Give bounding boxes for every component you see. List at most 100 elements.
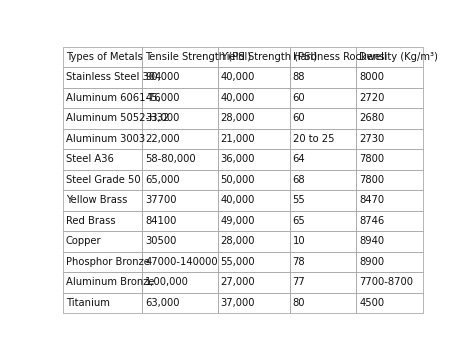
Text: 63,000: 63,000 — [145, 298, 180, 308]
Bar — [63, 67, 142, 88]
Bar — [142, 47, 218, 67]
Bar — [142, 272, 218, 293]
Bar — [356, 129, 423, 149]
Text: 8470: 8470 — [359, 196, 384, 206]
Bar — [142, 252, 218, 272]
Bar — [356, 47, 423, 67]
Text: 22,000: 22,000 — [145, 134, 180, 144]
Bar — [142, 293, 218, 313]
Text: 45,000: 45,000 — [145, 93, 180, 103]
Text: Yellow Brass: Yellow Brass — [66, 196, 127, 206]
Text: 37,000: 37,000 — [221, 298, 255, 308]
Bar — [356, 108, 423, 129]
Text: 8940: 8940 — [359, 236, 384, 246]
Bar — [218, 190, 290, 211]
Text: 20 to 25: 20 to 25 — [292, 134, 334, 144]
Bar — [218, 149, 290, 170]
Text: 49,000: 49,000 — [221, 216, 255, 226]
Text: Aluminum 6061-T6: Aluminum 6061-T6 — [66, 93, 161, 103]
Text: 28,000: 28,000 — [221, 236, 255, 246]
Bar — [63, 47, 142, 67]
Text: 7800: 7800 — [359, 175, 384, 185]
Text: 90,000: 90,000 — [145, 72, 180, 82]
Bar — [142, 108, 218, 129]
Bar — [290, 272, 356, 293]
Text: 8746: 8746 — [359, 216, 384, 226]
Text: 40,000: 40,000 — [221, 72, 255, 82]
Text: 2680: 2680 — [359, 114, 384, 124]
Bar — [290, 293, 356, 313]
Text: 60: 60 — [292, 114, 305, 124]
Bar — [290, 47, 356, 67]
Bar — [63, 170, 142, 190]
Text: Hardness Rockwell: Hardness Rockwell — [292, 52, 386, 62]
Text: 55: 55 — [292, 196, 305, 206]
Bar — [218, 67, 290, 88]
Text: 47000-140000: 47000-140000 — [145, 257, 218, 267]
Text: Tensile Strength (PSI): Tensile Strength (PSI) — [145, 52, 251, 62]
Bar — [290, 88, 356, 108]
Bar — [356, 211, 423, 231]
Bar — [218, 252, 290, 272]
Bar — [356, 149, 423, 170]
Text: 2720: 2720 — [359, 93, 384, 103]
Bar — [356, 293, 423, 313]
Bar — [356, 190, 423, 211]
Bar — [356, 88, 423, 108]
Text: 36,000: 36,000 — [221, 154, 255, 164]
Bar — [218, 272, 290, 293]
Text: 65: 65 — [292, 216, 305, 226]
Text: 58-80,000: 58-80,000 — [145, 154, 196, 164]
Bar — [218, 129, 290, 149]
Bar — [63, 252, 142, 272]
Bar — [356, 272, 423, 293]
Bar — [290, 231, 356, 252]
Text: 80: 80 — [292, 298, 305, 308]
Text: Aluminum Bronze: Aluminum Bronze — [66, 278, 155, 288]
Text: 88: 88 — [292, 72, 305, 82]
Text: 7700-8700: 7700-8700 — [359, 278, 413, 288]
Text: Red Brass: Red Brass — [66, 216, 116, 226]
Bar — [218, 231, 290, 252]
Text: 4500: 4500 — [359, 298, 384, 308]
Bar — [142, 170, 218, 190]
Bar — [63, 108, 142, 129]
Text: Steel A36: Steel A36 — [66, 154, 114, 164]
Bar — [63, 231, 142, 252]
Bar — [142, 211, 218, 231]
Text: 27,000: 27,000 — [221, 278, 255, 288]
Bar — [218, 211, 290, 231]
Bar — [290, 170, 356, 190]
Text: 65,000: 65,000 — [145, 175, 180, 185]
Text: 1,00,000: 1,00,000 — [145, 278, 189, 288]
Text: 68: 68 — [292, 175, 305, 185]
Text: Titanium: Titanium — [66, 298, 110, 308]
Text: 7800: 7800 — [359, 154, 384, 164]
Text: Steel Grade 50: Steel Grade 50 — [66, 175, 140, 185]
Bar — [290, 149, 356, 170]
Bar — [290, 108, 356, 129]
Text: 77: 77 — [292, 278, 305, 288]
Text: 37700: 37700 — [145, 196, 176, 206]
Bar — [218, 88, 290, 108]
Text: Aluminum 5052-H32: Aluminum 5052-H32 — [66, 114, 169, 124]
Text: 78: 78 — [292, 257, 305, 267]
Text: Types of Metals: Types of Metals — [66, 52, 143, 62]
Bar — [290, 129, 356, 149]
Text: 2730: 2730 — [359, 134, 384, 144]
Text: 60: 60 — [292, 93, 305, 103]
Bar — [63, 88, 142, 108]
Bar — [290, 211, 356, 231]
Bar — [218, 293, 290, 313]
Bar — [290, 190, 356, 211]
Text: 55,000: 55,000 — [221, 257, 255, 267]
Bar — [218, 47, 290, 67]
Bar — [356, 252, 423, 272]
Text: Density (Kg/m³): Density (Kg/m³) — [359, 52, 438, 62]
Bar — [142, 149, 218, 170]
Text: 40,000: 40,000 — [221, 93, 255, 103]
Bar — [356, 67, 423, 88]
Bar — [142, 231, 218, 252]
Text: 8900: 8900 — [359, 257, 384, 267]
Bar — [218, 170, 290, 190]
